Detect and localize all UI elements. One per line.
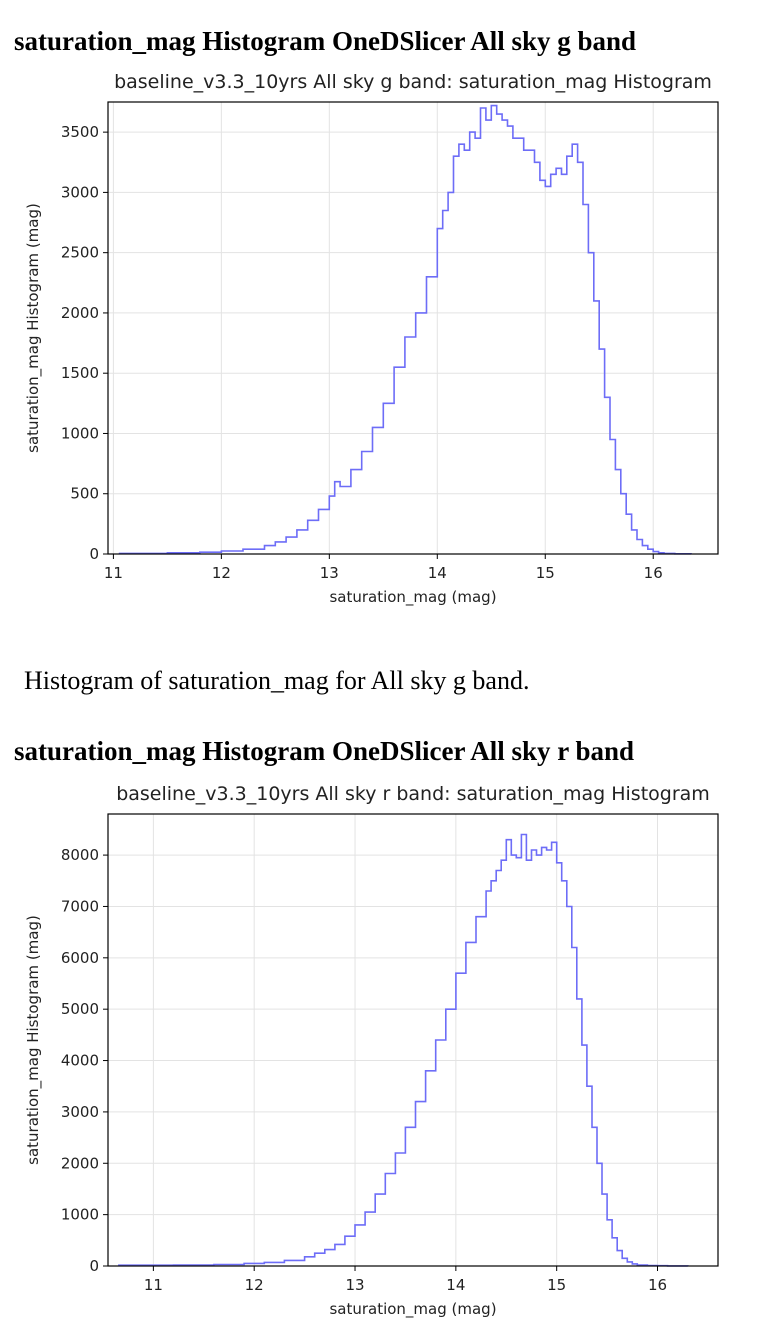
y-tick-label: 3000 [61, 1103, 99, 1121]
y-tick-label: 500 [70, 485, 99, 503]
x-tick-label: 15 [536, 564, 555, 582]
section-heading: saturation_mag Histogram OneDSlicer All … [14, 736, 635, 766]
x-tick-label: 16 [644, 564, 663, 582]
x-tick-label: 14 [446, 1276, 465, 1294]
y-axis-label: saturation_mag Histogram (mag) [24, 915, 43, 1165]
section-heading: saturation_mag Histogram OneDSlicer All … [14, 26, 637, 56]
x-axis-label: saturation_mag (mag) [329, 588, 496, 607]
y-tick-label: 2000 [61, 1154, 99, 1172]
x-tick-label: 16 [648, 1276, 667, 1294]
y-tick-label: 1000 [61, 424, 99, 442]
y-axis-label: saturation_mag Histogram (mag) [24, 203, 43, 453]
plot-frame [107, 813, 719, 1267]
y-tick-label: 5000 [61, 1000, 99, 1018]
figure-caption: Histogram of saturation_mag for All sky … [24, 666, 530, 695]
y-tick-label: 1500 [61, 364, 99, 382]
histogram-chart-r-band: baseline_v3.3_10yrs All sky r band: satu… [24, 783, 719, 1319]
x-tick-label: 13 [345, 1276, 364, 1294]
y-tick-label: 8000 [61, 846, 99, 864]
x-axis-label: saturation_mag (mag) [329, 1300, 496, 1319]
chart-title: baseline_v3.3_10yrs All sky g band: satu… [114, 71, 712, 93]
y-tick-label: 6000 [61, 949, 99, 967]
histogram-series-line [118, 104, 692, 555]
y-tick-label: 2500 [61, 244, 99, 262]
x-tick-label: 14 [428, 564, 447, 582]
y-tick-label: 1000 [61, 1206, 99, 1224]
x-tick-label: 12 [245, 1276, 264, 1294]
plot-frame [107, 101, 719, 555]
chart-title: baseline_v3.3_10yrs All sky r band: satu… [116, 783, 710, 805]
y-tick-label: 2000 [61, 304, 99, 322]
y-tick-label: 4000 [61, 1052, 99, 1070]
x-tick-label: 11 [144, 1276, 163, 1294]
x-tick-label: 12 [212, 564, 231, 582]
y-tick-label: 3000 [61, 183, 99, 201]
y-tick-label: 3500 [61, 123, 99, 141]
x-tick-label: 15 [547, 1276, 566, 1294]
x-tick-label: 11 [104, 564, 123, 582]
x-tick-label: 13 [320, 564, 339, 582]
y-tick-label: 7000 [61, 897, 99, 915]
histogram-series-line [118, 833, 689, 1267]
y-tick-label: 0 [89, 1257, 99, 1275]
plot-area [108, 102, 718, 554]
plot-area [108, 814, 718, 1266]
y-tick-label: 0 [89, 545, 99, 563]
histogram-chart-g-band: baseline_v3.3_10yrs All sky g band: satu… [24, 71, 719, 607]
